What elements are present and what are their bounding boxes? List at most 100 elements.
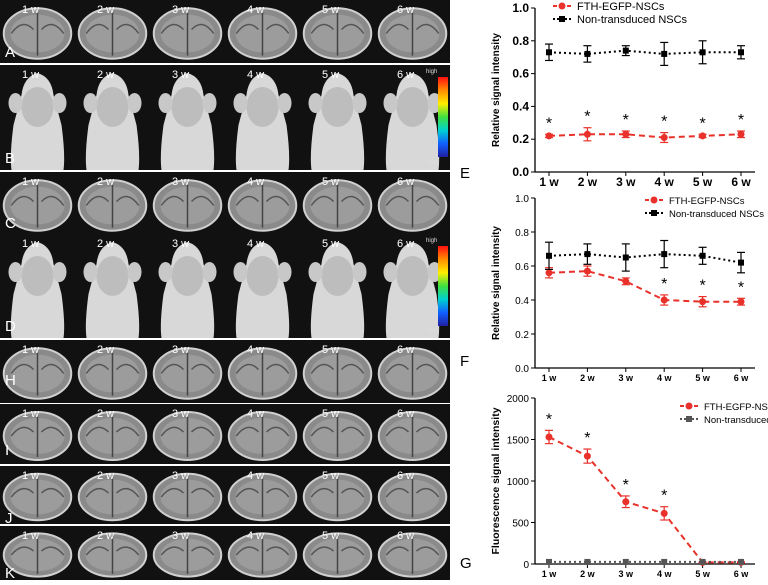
timepoint-label: 5 w	[322, 530, 340, 542]
y-tick-label: 0.6	[512, 67, 529, 81]
y-tick-label: 0.8	[512, 34, 529, 48]
y-axis-label: Fluorescence signal intensity	[490, 407, 502, 554]
data-point	[545, 132, 553, 140]
mri-image: 3 w	[150, 340, 225, 403]
series-line	[548, 253, 742, 264]
legend-marker	[651, 210, 657, 216]
timepoint-label: 5 w	[322, 408, 340, 420]
data-point	[737, 130, 745, 138]
timepoint-label: 1 w	[22, 344, 40, 356]
y-tick-label: 1500	[507, 436, 530, 447]
panel-letter: D	[5, 318, 16, 335]
x-tick-label: 4 w	[657, 569, 673, 579]
chart-g: 0 500 1000 1500 2000 1 w 2 w 3 w 4 w 5 w 6 w Fluore…	[460, 394, 768, 579]
timepoint-label: 3 w	[172, 4, 190, 16]
data-point	[661, 251, 668, 258]
significance-mark: *	[661, 488, 667, 505]
timepoint-label: 1 w	[22, 69, 40, 81]
mri-image: 4 w	[225, 404, 300, 464]
timepoint-label: 6 w	[397, 344, 415, 356]
timepoint-label: 1 w	[22, 176, 40, 188]
data-point	[584, 558, 591, 565]
data-point	[660, 134, 668, 142]
timepoint-label: 2 w	[97, 238, 115, 250]
significance-mark: *	[584, 109, 590, 126]
x-tick-label: 2 w	[580, 373, 596, 383]
data-point	[622, 254, 629, 261]
mri-image: 3 w	[150, 466, 225, 524]
y-tick-label: 0.0	[512, 165, 529, 179]
data-point	[699, 49, 706, 56]
timepoint-label: 4 w	[247, 344, 265, 356]
data-point	[622, 47, 629, 54]
mri-image: 6 w	[375, 172, 450, 235]
mri-image: 1 w	[0, 526, 75, 580]
timepoint-label: 2 w	[97, 69, 115, 81]
mri-image: 6 w	[375, 0, 450, 63]
data-point	[622, 558, 629, 565]
y-tick-label: 0.0	[515, 364, 529, 375]
panel-letter: I	[5, 442, 10, 459]
timepoint-label: 6 w	[397, 530, 415, 542]
timepoint-label: 6 w	[397, 238, 415, 250]
colorbar-low-label: low	[428, 328, 438, 334]
mri-image: 2 w	[75, 526, 150, 580]
data-point	[584, 50, 591, 57]
y-tick-label: 0.6	[515, 262, 529, 273]
data-point	[545, 433, 553, 441]
panel-letter: B	[5, 150, 16, 167]
bli-image: 2 w	[75, 65, 150, 170]
legend-label: Non-transduced NSCs	[669, 209, 764, 220]
significance-mark: *	[546, 411, 552, 428]
data-point	[661, 558, 668, 565]
timepoint-label: 2 w	[97, 344, 115, 356]
x-tick-label: 6 w	[734, 569, 750, 579]
significance-mark: *	[584, 430, 590, 447]
significance-mark: *	[699, 115, 705, 132]
timepoint-label: 4 w	[247, 176, 265, 188]
mri-image: 3 w	[150, 404, 225, 464]
data-point	[699, 132, 707, 140]
colorbar-high-label: high	[426, 69, 438, 75]
bli-image: 5 w	[300, 65, 375, 170]
legend-marker	[558, 2, 566, 10]
timepoint-label: 2 w	[97, 408, 115, 420]
x-tick-label: 1 w	[542, 569, 558, 579]
bli-image: 4 w	[225, 65, 300, 170]
image-strip-k: 1 w 2 w 3 w 4 w 5 w 6 w K	[0, 526, 450, 582]
panel-letter: A	[5, 44, 16, 61]
y-tick-label: 0.4	[515, 296, 529, 307]
mri-image: 5 w	[300, 172, 375, 235]
y-tick-label: 1000	[507, 477, 530, 488]
data-point	[699, 558, 706, 565]
timepoint-label: 4 w	[247, 238, 265, 250]
mri-image: 2 w	[75, 172, 150, 235]
timepoint-label: 3 w	[172, 344, 190, 356]
timepoint-label: 4 w	[247, 530, 265, 542]
timepoint-label: 3 w	[172, 69, 190, 81]
bli-image: 3 w	[150, 65, 225, 170]
bli-image: 3 w	[150, 234, 225, 338]
mri-image: 1 w	[0, 466, 75, 524]
x-tick-label: 3 w	[616, 175, 636, 189]
timepoint-label: 4 w	[247, 408, 265, 420]
series-line	[548, 133, 742, 139]
timepoint-label: 6 w	[397, 176, 415, 188]
legend-marker	[650, 196, 658, 204]
data-point	[660, 509, 668, 517]
significance-mark: *	[661, 276, 667, 293]
mri-image: 4 w	[225, 340, 300, 403]
timepoint-label: 3 w	[172, 238, 190, 250]
mri-image: 1 w	[0, 0, 75, 63]
panel-letter: E	[460, 165, 470, 182]
bli-image: 1 w	[0, 65, 75, 170]
significance-mark: *	[546, 115, 552, 132]
mri-image: 2 w	[75, 0, 150, 63]
data-point	[738, 558, 744, 565]
panel-letter: G	[460, 555, 472, 572]
y-tick-label: 0.8	[515, 228, 529, 239]
legend-label: Non-transduced NSCs	[577, 14, 688, 26]
data-point	[660, 296, 668, 304]
bli-image: 4 w	[225, 234, 300, 338]
panel-letter: J	[5, 510, 13, 527]
